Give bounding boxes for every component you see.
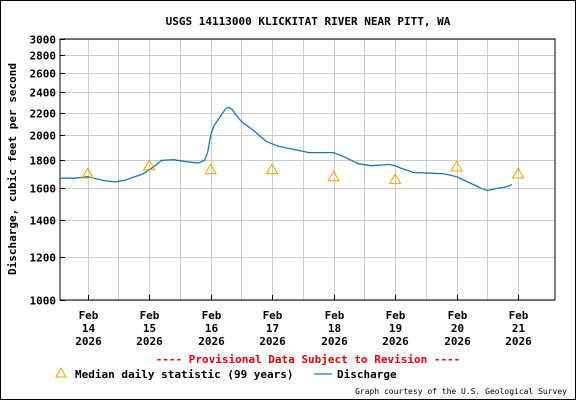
x-tick-label: Feb <box>448 309 468 322</box>
x-tick-label: Feb <box>263 309 283 322</box>
y-tick-label: 1800 <box>30 155 57 168</box>
x-tick-label: 2026 <box>321 335 348 348</box>
x-tick-label: 19 <box>389 322 402 335</box>
y-tick-label: 2800 <box>30 50 57 63</box>
data-series <box>60 106 525 192</box>
x-tick-label: 2026 <box>505 335 532 348</box>
x-tick-label: Feb <box>386 309 406 322</box>
y-tick-label: 1000 <box>30 295 57 308</box>
x-tick-label: Feb <box>509 309 529 322</box>
x-tick-label: 17 <box>266 322 279 335</box>
median-triangle-marker <box>511 167 525 179</box>
y-tick-label: 1600 <box>30 183 57 196</box>
legend-median-triangle-icon <box>55 366 67 378</box>
grid-lines <box>60 39 555 301</box>
x-tick-label: Feb <box>325 309 345 322</box>
y-tick-label: 1400 <box>30 215 57 228</box>
y-tick-label: 2200 <box>30 108 57 121</box>
median-triangle-marker <box>204 163 218 175</box>
x-tick-label: 2026 <box>444 335 471 348</box>
x-tick-label: 2026 <box>198 335 225 348</box>
y-axis-label: Discharge, cubic feet per second <box>6 63 19 275</box>
median-triangle-marker <box>81 167 95 179</box>
x-tick-label: 18 <box>328 322 341 335</box>
legend-discharge-label: Discharge <box>337 368 397 381</box>
x-tick-label: 2026 <box>259 335 286 348</box>
y-tick-label: 2600 <box>30 68 57 81</box>
x-tick-label: Feb <box>202 309 222 322</box>
chart-title: USGS 14113000 KLICKITAT RIVER NEAR PITT,… <box>166 15 451 28</box>
x-tick-label: 15 <box>143 322 156 335</box>
x-axis-ticks: Feb142026Feb152026Feb162026Feb172026Feb1… <box>75 295 532 348</box>
median-triangle-marker <box>142 159 156 171</box>
median-triangle-marker <box>388 173 402 185</box>
usgs-credit: Graph courtesy of the U.S. Geological Su… <box>355 387 567 396</box>
legend-median-label: Median daily statistic (99 years) <box>75 368 294 381</box>
median-triangle-marker <box>450 160 463 172</box>
x-tick-label: 2026 <box>382 335 409 348</box>
legend: Median daily statistic (99 years) Discha… <box>55 366 397 381</box>
y-axis-ticks: 1000 1200 1400 1600 1800 2000 2200 2400 2600 2800… <box>30 34 65 308</box>
y-tick-label: 2000 <box>30 130 57 143</box>
plot-area-frame <box>59 38 556 301</box>
y-tick-label: 2400 <box>30 87 57 100</box>
discharge-line <box>60 106 513 192</box>
median-triangle-marker <box>265 163 279 175</box>
y-tick-label: 1200 <box>30 252 57 265</box>
x-tick-label: 16 <box>205 322 219 335</box>
x-tick-label: 2026 <box>75 335 102 348</box>
median-triangle-marker <box>327 170 341 182</box>
x-tick-label: Feb <box>79 309 99 322</box>
x-tick-label: 2026 <box>136 335 163 348</box>
y-tick-label: 3000 <box>30 34 57 47</box>
x-tick-label: 21 <box>512 322 526 335</box>
x-tick-label: Feb <box>140 309 160 322</box>
x-tick-label: 14 <box>82 322 96 335</box>
median-markers <box>81 159 525 185</box>
provisional-note: ---- Provisional Data Subject to Revisio… <box>156 353 461 366</box>
x-tick-label: 20 <box>451 322 464 335</box>
